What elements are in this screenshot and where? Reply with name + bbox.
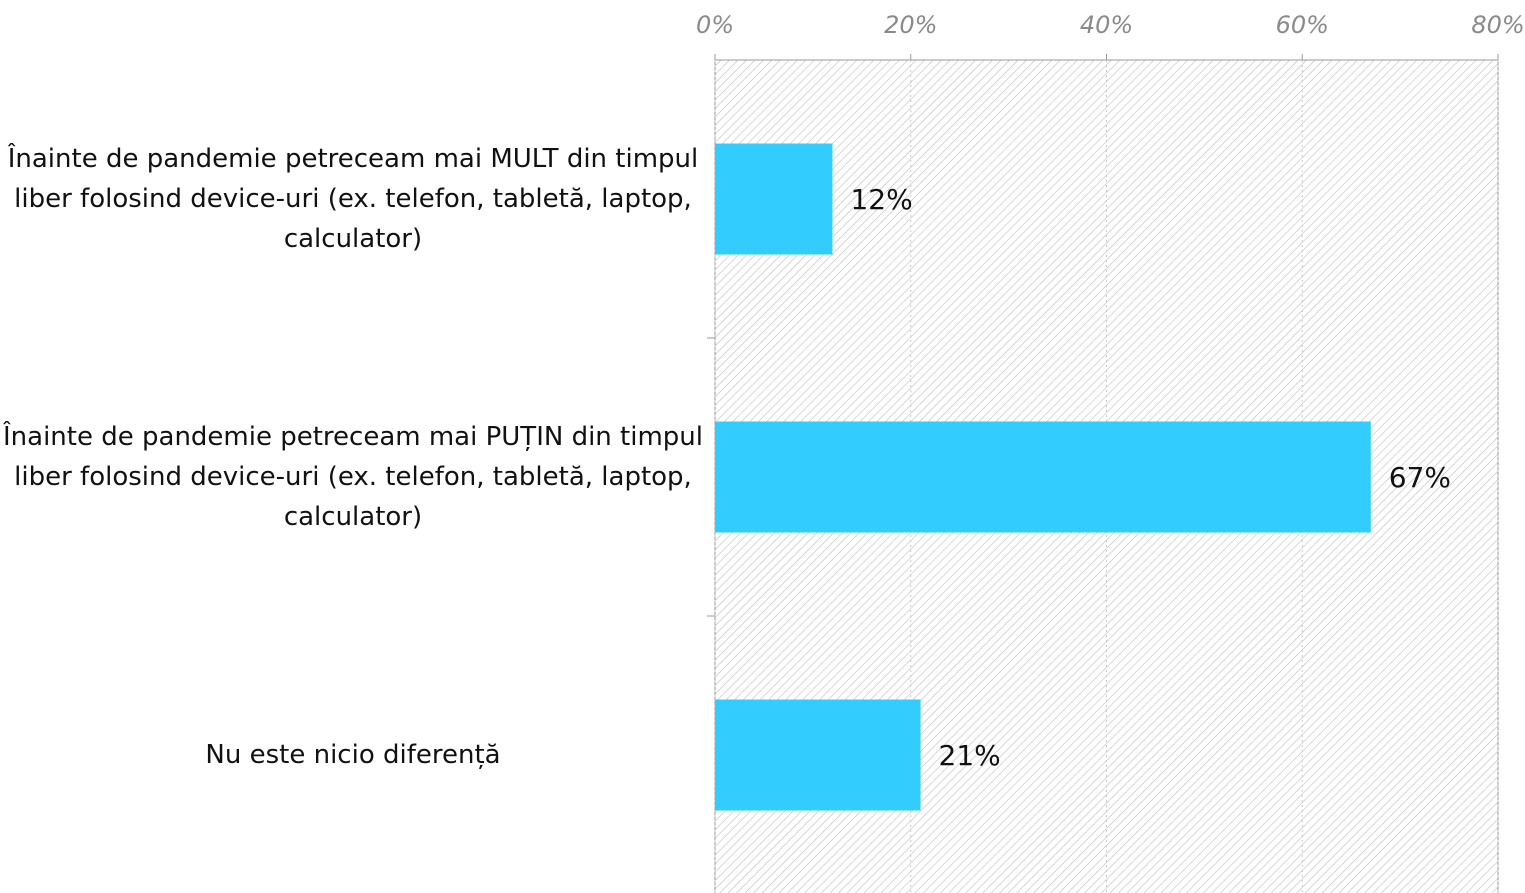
category-label: Înainte de pandemie petreceam mai PUȚIN … bbox=[3, 422, 703, 532]
x-tick-label: 60% bbox=[1276, 11, 1329, 39]
x-tick-label: 40% bbox=[1080, 11, 1133, 39]
bar bbox=[715, 143, 833, 255]
bar bbox=[715, 699, 921, 811]
bar bbox=[715, 421, 1371, 533]
x-tick-label: 0% bbox=[696, 11, 734, 39]
x-tick-label: 80% bbox=[1471, 11, 1524, 39]
value-label: 67% bbox=[1389, 461, 1451, 494]
category-label: Înainte de pandemie petreceam mai MULT d… bbox=[7, 144, 699, 254]
value-label: 21% bbox=[939, 739, 1001, 772]
category-label: Nu este nicio diferență bbox=[205, 740, 501, 770]
value-label: 12% bbox=[850, 183, 912, 216]
x-tick-label: 20% bbox=[884, 11, 937, 39]
